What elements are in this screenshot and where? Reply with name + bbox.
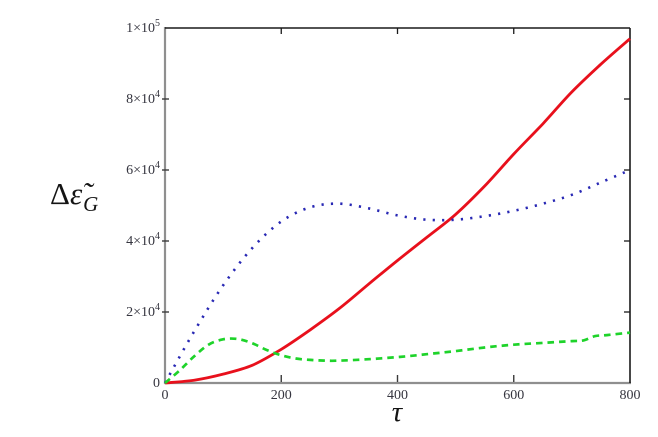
y-axis-label: Δε̃G — [50, 176, 98, 216]
x-tick-label: 800 — [620, 388, 641, 403]
x-tick-label: 200 — [271, 388, 292, 403]
y-tick-label: 1×105 — [126, 18, 160, 36]
series-blue-dotted — [163, 168, 631, 384]
y-tick-label: 0 — [153, 376, 160, 391]
x-axis-label: τ — [391, 396, 403, 428]
y-tick-label: 6×104 — [126, 160, 160, 178]
x-tick-label: 600 — [503, 388, 524, 403]
y-tick-label: 2×104 — [126, 302, 160, 320]
x-tick-label: 0 — [162, 388, 169, 403]
y-axis-label-delta: Δ — [50, 176, 70, 211]
series-red-solid — [164, 37, 631, 385]
series-green-dashed — [164, 331, 631, 385]
y-tick-label: 4×104 — [126, 231, 160, 249]
y-axis-label-epsilon: ε̃ — [69, 176, 83, 211]
y-axis-label-subscript: G — [83, 192, 99, 216]
y-tick-label: 8×104 — [126, 89, 160, 107]
x-tick-label: 400 — [387, 388, 408, 403]
